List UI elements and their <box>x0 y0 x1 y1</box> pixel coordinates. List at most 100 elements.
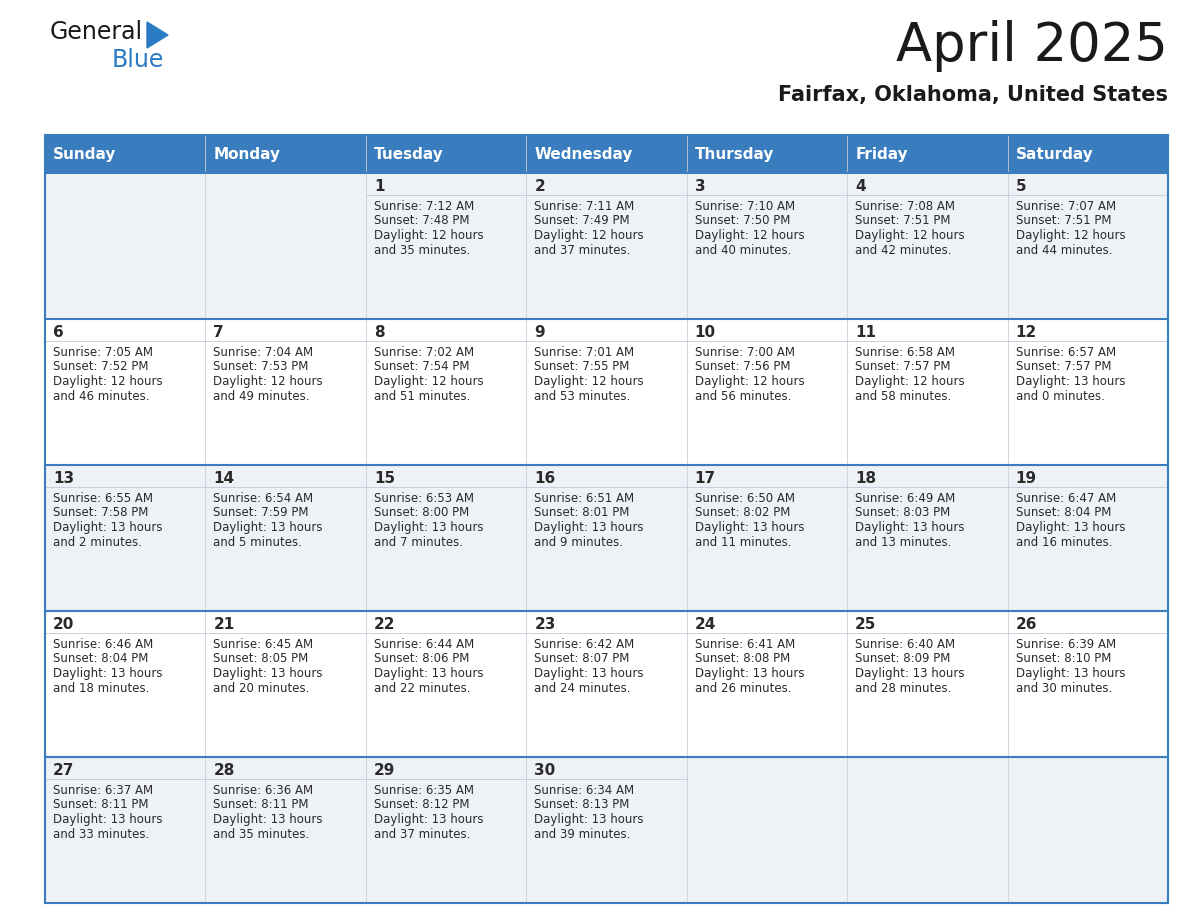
Text: Monday: Monday <box>214 147 280 162</box>
Text: and 20 minutes.: and 20 minutes. <box>214 681 310 695</box>
Text: Daylight: 13 hours: Daylight: 13 hours <box>214 813 323 826</box>
Text: Sunset: 7:53 PM: Sunset: 7:53 PM <box>214 361 309 374</box>
Text: Daylight: 13 hours: Daylight: 13 hours <box>1016 521 1125 534</box>
Text: Sunset: 8:09 PM: Sunset: 8:09 PM <box>855 653 950 666</box>
Bar <box>206 135 366 173</box>
Text: and 0 minutes.: and 0 minutes. <box>1016 389 1105 402</box>
Text: and 16 minutes.: and 16 minutes. <box>1016 535 1112 548</box>
Text: Sunset: 8:00 PM: Sunset: 8:00 PM <box>374 507 469 520</box>
Bar <box>45 611 206 757</box>
Text: and 13 minutes.: and 13 minutes. <box>855 535 952 548</box>
Bar <box>45 173 206 319</box>
Text: and 37 minutes.: and 37 minutes. <box>374 827 470 841</box>
Text: 15: 15 <box>374 471 394 486</box>
Text: Sunset: 8:08 PM: Sunset: 8:08 PM <box>695 653 790 666</box>
Text: Sunrise: 6:34 AM: Sunrise: 6:34 AM <box>535 784 634 797</box>
Text: and 37 minutes.: and 37 minutes. <box>535 243 631 256</box>
Text: Sunset: 7:52 PM: Sunset: 7:52 PM <box>53 361 148 374</box>
Text: Wednesday: Wednesday <box>535 147 633 162</box>
Text: Sunset: 8:13 PM: Sunset: 8:13 PM <box>535 799 630 812</box>
Text: Daylight: 13 hours: Daylight: 13 hours <box>535 667 644 680</box>
Text: and 40 minutes.: and 40 minutes. <box>695 243 791 256</box>
Text: and 5 minutes.: and 5 minutes. <box>214 535 302 548</box>
Bar <box>206 319 366 465</box>
Text: Daylight: 13 hours: Daylight: 13 hours <box>855 521 965 534</box>
Text: Daylight: 12 hours: Daylight: 12 hours <box>535 229 644 242</box>
Text: Daylight: 12 hours: Daylight: 12 hours <box>374 375 484 388</box>
Text: Daylight: 13 hours: Daylight: 13 hours <box>53 521 163 534</box>
Text: Sunset: 7:50 PM: Sunset: 7:50 PM <box>695 215 790 228</box>
Text: and 26 minutes.: and 26 minutes. <box>695 681 791 695</box>
Text: 9: 9 <box>535 325 545 340</box>
Text: Saturday: Saturday <box>1016 147 1093 162</box>
Text: Daylight: 12 hours: Daylight: 12 hours <box>53 375 163 388</box>
Bar <box>687 757 847 903</box>
Text: 5: 5 <box>1016 179 1026 194</box>
Bar <box>45 319 206 465</box>
Text: Daylight: 13 hours: Daylight: 13 hours <box>374 521 484 534</box>
Text: Blue: Blue <box>112 48 164 72</box>
Text: Sunrise: 6:45 AM: Sunrise: 6:45 AM <box>214 638 314 651</box>
Text: 13: 13 <box>53 471 74 486</box>
Bar <box>1007 135 1168 173</box>
Text: 12: 12 <box>1016 325 1037 340</box>
Text: Sunrise: 6:39 AM: Sunrise: 6:39 AM <box>1016 638 1116 651</box>
Text: and 9 minutes.: and 9 minutes. <box>535 535 624 548</box>
Text: 18: 18 <box>855 471 877 486</box>
Text: Sunset: 8:03 PM: Sunset: 8:03 PM <box>855 507 950 520</box>
Text: Sunset: 7:59 PM: Sunset: 7:59 PM <box>214 507 309 520</box>
Text: and 44 minutes.: and 44 minutes. <box>1016 243 1112 256</box>
Bar <box>206 757 366 903</box>
Bar <box>526 611 687 757</box>
Text: Sunrise: 6:49 AM: Sunrise: 6:49 AM <box>855 492 955 505</box>
Bar <box>687 173 847 319</box>
Text: 7: 7 <box>214 325 225 340</box>
Bar <box>1007 173 1168 319</box>
Text: 10: 10 <box>695 325 716 340</box>
Text: Sunset: 8:06 PM: Sunset: 8:06 PM <box>374 653 469 666</box>
Text: 2: 2 <box>535 179 545 194</box>
Text: and 39 minutes.: and 39 minutes. <box>535 827 631 841</box>
Text: 3: 3 <box>695 179 706 194</box>
Text: Daylight: 13 hours: Daylight: 13 hours <box>535 813 644 826</box>
Text: Daylight: 12 hours: Daylight: 12 hours <box>695 375 804 388</box>
Text: Sunrise: 7:00 AM: Sunrise: 7:00 AM <box>695 346 795 359</box>
Text: Daylight: 13 hours: Daylight: 13 hours <box>53 813 163 826</box>
Text: Sunrise: 7:12 AM: Sunrise: 7:12 AM <box>374 200 474 213</box>
Text: 19: 19 <box>1016 471 1037 486</box>
Bar <box>366 173 526 319</box>
Text: Sunrise: 7:05 AM: Sunrise: 7:05 AM <box>53 346 153 359</box>
Text: Sunrise: 7:10 AM: Sunrise: 7:10 AM <box>695 200 795 213</box>
Text: 29: 29 <box>374 763 396 778</box>
Text: and 18 minutes.: and 18 minutes. <box>53 681 150 695</box>
Text: Sunrise: 7:04 AM: Sunrise: 7:04 AM <box>214 346 314 359</box>
Text: and 7 minutes.: and 7 minutes. <box>374 535 463 548</box>
Text: 16: 16 <box>535 471 556 486</box>
Text: and 46 minutes.: and 46 minutes. <box>53 389 150 402</box>
Text: 6: 6 <box>53 325 64 340</box>
Bar <box>366 319 526 465</box>
Text: Sunrise: 6:50 AM: Sunrise: 6:50 AM <box>695 492 795 505</box>
Bar <box>1007 611 1168 757</box>
Bar <box>45 757 206 903</box>
Text: Sunrise: 7:11 AM: Sunrise: 7:11 AM <box>535 200 634 213</box>
Text: Sunset: 7:51 PM: Sunset: 7:51 PM <box>855 215 950 228</box>
Text: 25: 25 <box>855 617 877 632</box>
Text: Sunrise: 6:41 AM: Sunrise: 6:41 AM <box>695 638 795 651</box>
Text: and 35 minutes.: and 35 minutes. <box>374 243 470 256</box>
Text: and 49 minutes.: and 49 minutes. <box>214 389 310 402</box>
Bar <box>366 611 526 757</box>
Bar <box>526 465 687 611</box>
Text: Sunrise: 6:57 AM: Sunrise: 6:57 AM <box>1016 346 1116 359</box>
Text: Daylight: 13 hours: Daylight: 13 hours <box>855 667 965 680</box>
Text: Sunset: 7:57 PM: Sunset: 7:57 PM <box>855 361 950 374</box>
Text: Sunset: 8:10 PM: Sunset: 8:10 PM <box>1016 653 1111 666</box>
Text: April 2025: April 2025 <box>896 20 1168 72</box>
Text: and 2 minutes.: and 2 minutes. <box>53 535 143 548</box>
Text: Sunrise: 6:54 AM: Sunrise: 6:54 AM <box>214 492 314 505</box>
Text: Sunrise: 6:53 AM: Sunrise: 6:53 AM <box>374 492 474 505</box>
Text: Sunrise: 7:07 AM: Sunrise: 7:07 AM <box>1016 200 1116 213</box>
Text: Daylight: 13 hours: Daylight: 13 hours <box>535 521 644 534</box>
Text: Daylight: 12 hours: Daylight: 12 hours <box>695 229 804 242</box>
Text: Daylight: 12 hours: Daylight: 12 hours <box>214 375 323 388</box>
